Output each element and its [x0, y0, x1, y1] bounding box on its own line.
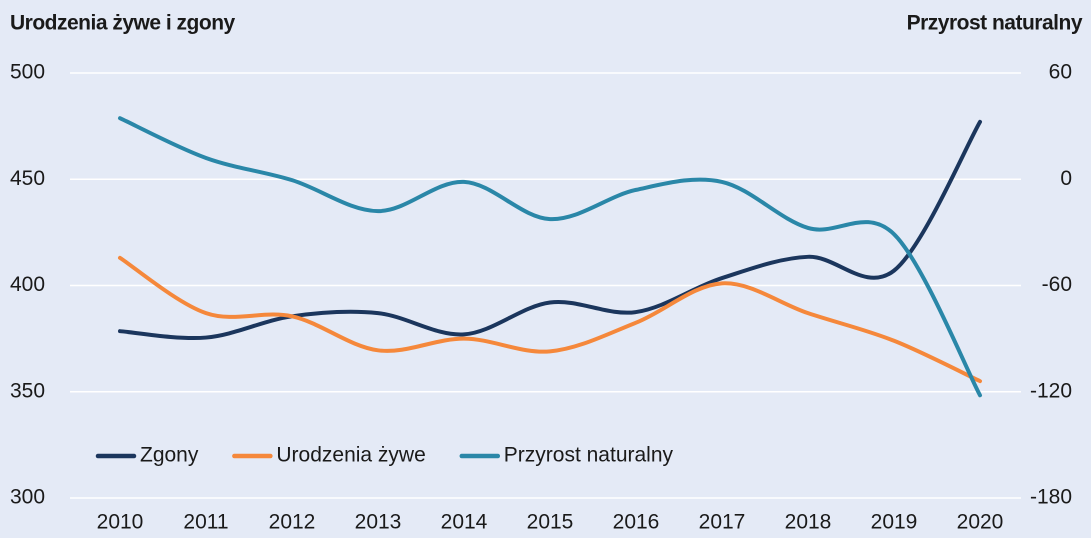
y2-tick-label: -60	[1042, 273, 1072, 296]
x-tick-label: 2014	[441, 511, 488, 534]
x-tick-label: 2010	[97, 511, 144, 534]
y-tick-label: 500	[10, 61, 45, 84]
y-tick-label: 350	[10, 379, 45, 402]
y-tick-label: 450	[10, 167, 45, 190]
legend-label: Zgony	[140, 444, 199, 467]
chart-title: Urodzenia żywe i zgony	[10, 12, 236, 35]
x-tick-label: 2016	[613, 511, 660, 534]
line	[118, 255, 982, 384]
y2-tick-label: 0	[1060, 167, 1072, 190]
line	[118, 116, 982, 398]
y-tick-label: 400	[10, 273, 45, 296]
x-tick-label: 2018	[785, 511, 832, 534]
y2-axis-title: Przyrost naturalny	[907, 12, 1083, 35]
x-tick-label: 2012	[269, 511, 316, 534]
legend-label: Urodzenia żywe	[276, 444, 425, 467]
legend-label: Przyrost naturalny	[504, 444, 674, 467]
y2-tick-label: -180	[1030, 486, 1072, 509]
line	[118, 119, 982, 341]
x-tick-label: 2020	[957, 511, 1004, 534]
x-tick-label: 2019	[871, 511, 918, 534]
y-tick-label: 300	[10, 486, 45, 509]
y2-tick-label: 60	[1049, 61, 1072, 84]
x-tick-label: 2015	[527, 511, 574, 534]
y2-tick-label: -120	[1030, 379, 1072, 402]
x-tick-label: 2011	[183, 511, 228, 534]
x-tick-label: 2013	[355, 511, 402, 534]
x-tick-label: 2017	[699, 511, 746, 534]
